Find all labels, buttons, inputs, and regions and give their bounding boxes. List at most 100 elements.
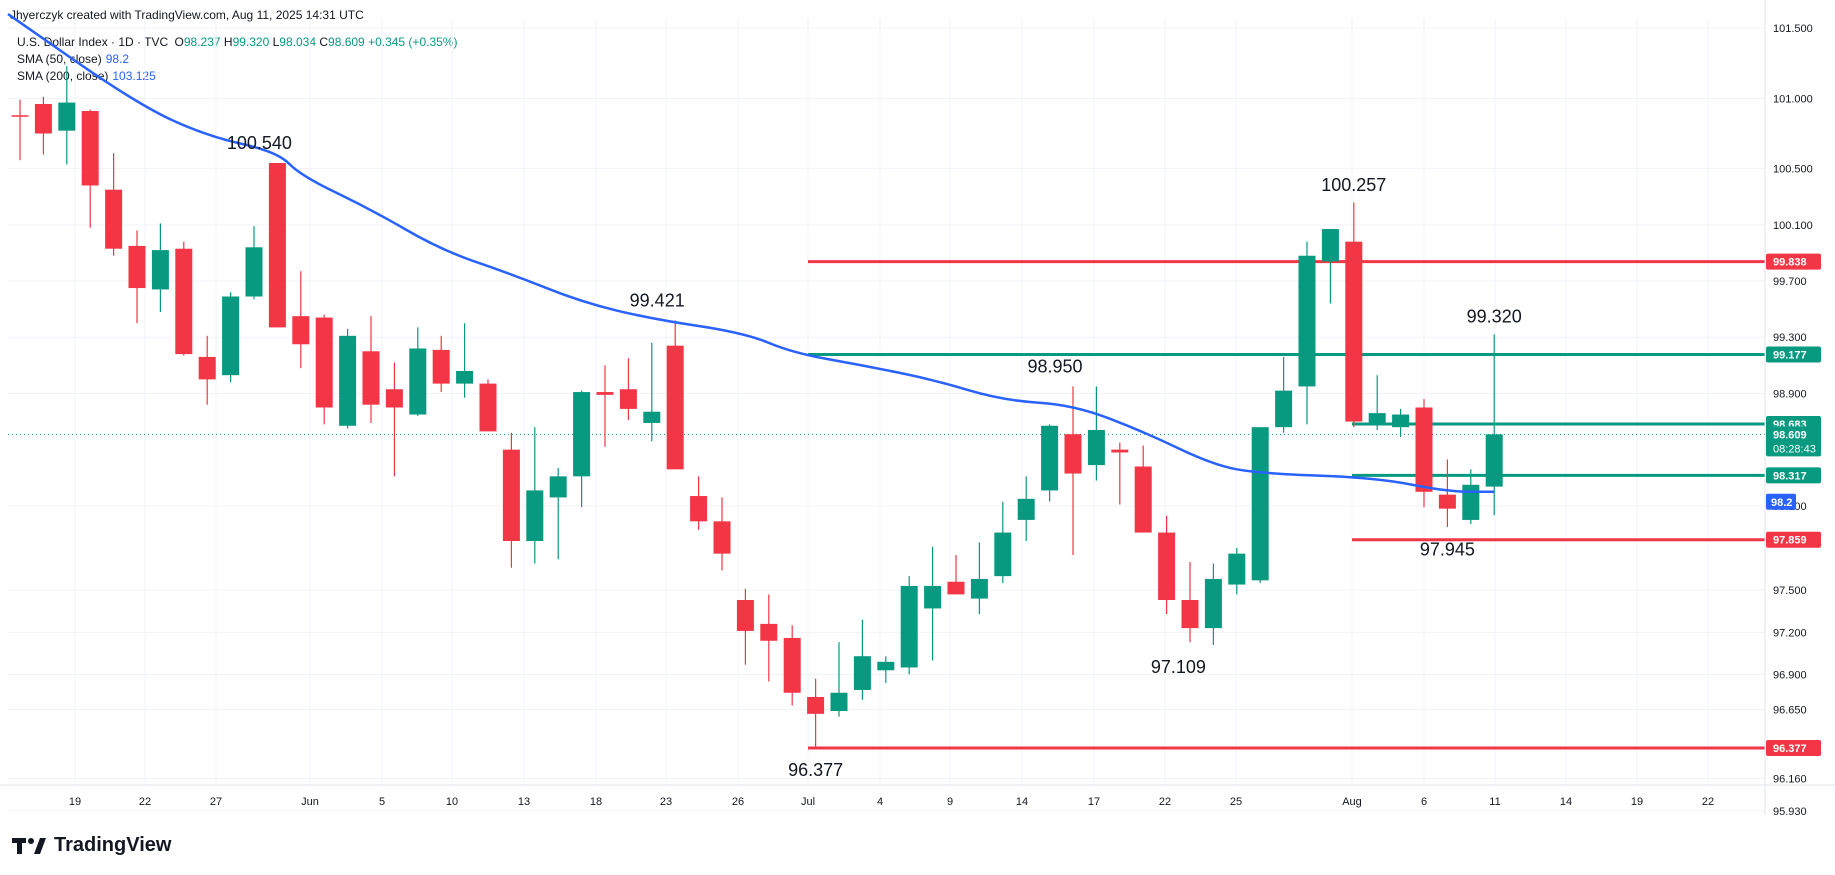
price-annotations: 100.540 99.421 98.950 100.257 99.320 96.377 97…	[227, 133, 1522, 780]
candle-body	[1485, 434, 1503, 487]
candle-body	[1368, 413, 1386, 423]
candle-body	[456, 370, 474, 384]
price-annotation: 97.945	[1420, 540, 1475, 560]
candle-body	[1251, 427, 1269, 581]
time-tick-label: Jul	[801, 796, 815, 808]
high-value: 99.320	[232, 35, 270, 49]
symbol-legend[interactable]: U.S. Dollar Index · 1D · TVC O98.237 H99…	[17, 35, 457, 49]
candle-body	[924, 585, 942, 609]
open-label: O	[174, 35, 184, 49]
sma50-line	[7, 13, 1495, 494]
price-tick-label: 100.500	[1773, 164, 1813, 176]
price-tick-label: 99.700	[1773, 276, 1807, 288]
time-tick-label: 27	[210, 796, 222, 808]
price-tick-label: 101.000	[1773, 93, 1813, 105]
candle-body	[362, 351, 380, 405]
candle-body	[151, 250, 169, 290]
low-value: 98.034	[279, 35, 316, 49]
level-price-tag: 99.177	[1773, 350, 1807, 362]
candle-body	[573, 392, 591, 477]
candle-body	[1275, 390, 1293, 428]
price-tick-label: 98.900	[1773, 388, 1807, 400]
candle-body	[877, 661, 895, 671]
last-price-tag-bg	[1766, 426, 1821, 457]
candle-body	[549, 476, 567, 498]
countdown-tag: 08:28:43	[1773, 443, 1816, 455]
candle-body	[292, 316, 310, 345]
time-tick-label: 19	[69, 796, 81, 808]
time-tick-label: 4	[877, 796, 883, 808]
tradingview-logo[interactable]: TradingView	[12, 834, 171, 857]
candle-body	[807, 696, 825, 714]
time-tick-label: 5	[379, 796, 385, 808]
candle-body	[11, 115, 29, 117]
candle-body	[1064, 434, 1082, 474]
sma50-label: SMA (50, close)	[17, 52, 102, 66]
level-price-tag-bg	[1766, 346, 1821, 363]
candle-body	[596, 392, 614, 395]
high-label: H	[223, 35, 233, 49]
candle-body	[1438, 494, 1456, 509]
candle-body	[1204, 578, 1222, 629]
candle-body	[1111, 449, 1129, 453]
time-tick-label: Aug	[1342, 796, 1362, 808]
time-tick-label: 26	[732, 796, 744, 808]
time-axis[interactable]: 19 22 27 Jun 5 10 13 18 23 26 Jul 4 9 14 17 22 25 Aug 6 11 1…	[0, 0, 1835, 815]
price-tick-label: 97.200	[1773, 627, 1807, 639]
candle-body	[1345, 241, 1363, 422]
candle-body	[502, 449, 520, 541]
level-price-tag-bg	[1766, 531, 1821, 548]
candle-body	[1228, 553, 1246, 585]
level-price-tag: 97.859	[1773, 535, 1807, 547]
candle-body	[1392, 414, 1410, 428]
candle-body	[479, 383, 497, 432]
price-annotation: 100.540	[227, 133, 292, 153]
candles	[11, 66, 1503, 748]
candle-body	[198, 356, 216, 380]
candle-body	[1134, 466, 1152, 533]
candle-body	[81, 111, 99, 186]
price-tick-label: 96.160	[1773, 773, 1807, 785]
sma50-legend[interactable]: SMA (50, close) 98.2	[17, 52, 129, 66]
candle-body	[385, 389, 403, 408]
sma-price-tag: 98.2	[1771, 497, 1792, 509]
candle-body	[947, 581, 965, 595]
sma200-label: SMA (200, close)	[17, 69, 109, 83]
candle-body	[853, 656, 871, 690]
level-price-tag: 98.317	[1773, 470, 1807, 482]
price-tick-label: 95.930	[1773, 806, 1807, 815]
candle-body	[736, 600, 754, 631]
candle-body	[619, 389, 637, 409]
candle-body	[994, 532, 1012, 577]
candle-body	[830, 692, 848, 712]
ohlc-values: O98.237 H99.320 L98.034 C98.609 +0.345 (…	[175, 35, 458, 49]
sma50-value: 98.2	[105, 52, 130, 66]
candle-body	[245, 247, 263, 297]
time-tick-label: Jun	[301, 796, 319, 808]
grid	[8, 18, 1765, 812]
price-annotation: 98.950	[1027, 356, 1082, 376]
open-value: 98.237	[183, 35, 221, 49]
candle-body	[1181, 600, 1199, 629]
price-chart[interactable]: 100.540 99.421 98.950 100.257 99.320 96.377 97…	[0, 0, 1835, 815]
time-tick-label: 18	[590, 796, 602, 808]
close-label: C	[319, 35, 329, 49]
credit-text: Jhyerczyk created with TradingView.com, …	[10, 8, 364, 22]
price-annotation: 96.377	[788, 760, 843, 780]
candle-body	[339, 335, 357, 426]
candle-body	[1321, 229, 1339, 262]
candle-body	[1017, 498, 1035, 520]
price-tags: 99.83899.17798.68398.31797.85996.37798.6…	[1766, 253, 1821, 756]
last-price-tag: 98.609	[1773, 429, 1807, 441]
candle-body	[1462, 484, 1480, 520]
tradingview-brand: TradingView	[54, 834, 172, 856]
level-price-tag-bg	[1766, 253, 1821, 270]
candle-body	[268, 163, 286, 328]
candle-body	[1087, 429, 1105, 466]
candle-body	[1158, 532, 1176, 601]
price-annotation: 99.320	[1467, 306, 1522, 326]
time-tick-label: 9	[947, 796, 953, 808]
change-value: +0.345 (+0.35%)	[368, 35, 458, 49]
candle-body	[315, 317, 333, 408]
